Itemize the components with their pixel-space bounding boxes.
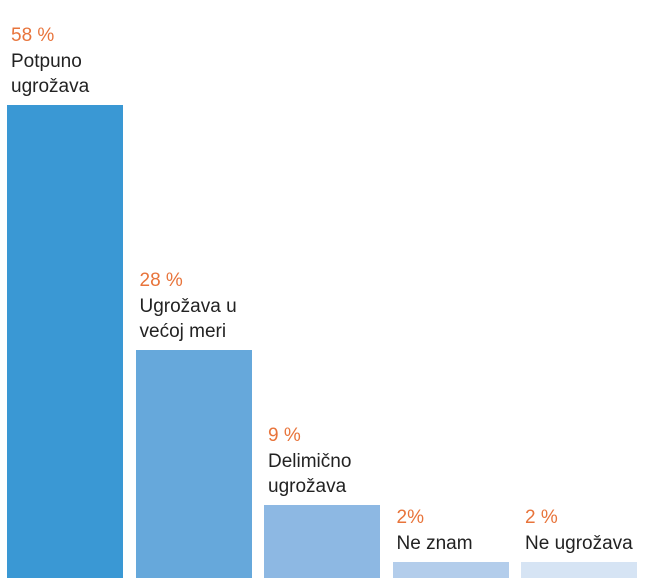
value-label: 2 %	[525, 506, 558, 528]
bar	[264, 504, 380, 578]
bar-label: 28 % Ugrožava u većoj meri	[140, 268, 237, 344]
bar-label: 2% Ne znam	[397, 505, 473, 556]
bar	[7, 105, 123, 578]
category-label: Ne znam	[396, 532, 473, 554]
value-label: 58 %	[11, 25, 55, 47]
bar	[392, 561, 509, 578]
bar-label: 58 % Potpuno ugrožava	[11, 23, 89, 99]
category-label: Ne ugrožava	[525, 532, 633, 554]
value-label: 9 %	[268, 424, 301, 446]
category-label: Delimično ugrožava	[268, 450, 352, 497]
value-label: 28 %	[139, 269, 183, 291]
bar-label: 9 % Delimično ugrožava	[268, 423, 351, 499]
category-label: Potpuno ugrožava	[11, 51, 90, 98]
bar	[521, 561, 637, 578]
category-label: Ugrožava u većoj meri	[139, 295, 237, 342]
bar	[135, 349, 252, 578]
value-label: 2%	[396, 506, 424, 528]
bar-label: 2 % Ne ugrožava	[525, 505, 633, 556]
